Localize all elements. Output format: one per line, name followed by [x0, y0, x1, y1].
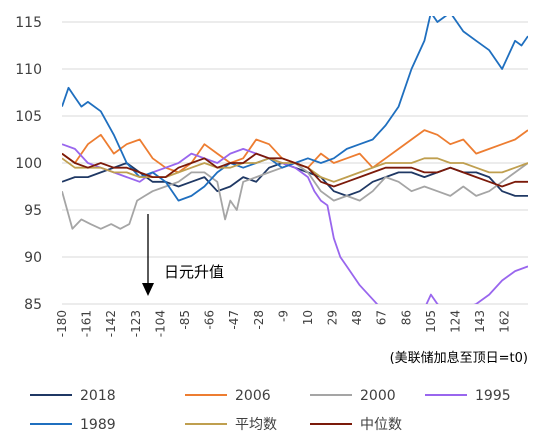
annotation-arrowhead: [142, 283, 154, 296]
legend-item: 2000: [310, 388, 396, 404]
legend-label: 1995: [475, 388, 511, 404]
x-axis-ticks: -180 -161 -142 -123 -104 -85 -66 -47 -28 -9 10 29 48…: [55, 310, 512, 337]
legend-item: 2018: [30, 388, 116, 404]
x-tick-label: 48: [350, 310, 364, 325]
legend-label: 2018: [80, 388, 116, 404]
y-tick-label: 90: [24, 250, 42, 266]
y-tick-label: 110: [15, 62, 42, 78]
legend-label: 1989: [80, 417, 116, 433]
legend-item: 1989: [30, 417, 116, 433]
grid-lines: [62, 21, 528, 305]
x-tick-label: 67: [375, 310, 389, 325]
y-tick-label: 85: [24, 297, 42, 313]
x-tick-label: 124: [449, 310, 463, 333]
x-tick-label: -66: [203, 310, 217, 330]
series-line-2000: [62, 162, 528, 230]
x-tick-label: 162: [498, 310, 512, 333]
legend-label: 2000: [360, 388, 396, 404]
x-tick-label: -142: [104, 310, 118, 337]
legend-label: 中位数: [360, 417, 402, 433]
y-tick-label: 115: [15, 15, 42, 31]
series-line-1989: [62, 16, 528, 202]
x-tick-label: -161: [80, 310, 94, 337]
x-tick-label: -123: [129, 310, 143, 337]
x-tick-label: 10: [301, 310, 315, 325]
series-line-中位数: [62, 152, 528, 188]
y-tick-label: 100: [15, 156, 42, 172]
legend-item: 平均数: [185, 417, 277, 433]
x-tick-label: 143: [473, 310, 487, 333]
annotation-label: 日元升值: [164, 263, 224, 281]
legend: 2018 2006 2000 1995 1989 平均数 中位数: [30, 388, 511, 433]
legend-item: 中位数: [310, 417, 402, 433]
legend-label: 平均数: [235, 417, 277, 433]
x-tick-label: -104: [153, 310, 167, 337]
annotation: 日元升值: [142, 214, 224, 296]
x-tick-label: 105: [424, 310, 438, 333]
legend-label: 2006: [235, 388, 271, 404]
x-tick-label: -85: [178, 310, 192, 330]
legend-item: 1995: [425, 388, 511, 404]
legend-item: 2006: [185, 388, 271, 404]
x-tick-label: -9: [276, 310, 290, 322]
y-tick-label: 105: [15, 109, 42, 125]
x-tick-label: -47: [227, 310, 241, 330]
x-tick-label: 29: [326, 310, 340, 325]
x-tick-label: 86: [399, 310, 413, 325]
y-axis-ticks: 85 90 95 100 105 110 115: [15, 15, 42, 313]
x-axis-title: (美联储加息至顶日=t0): [390, 350, 528, 366]
x-tick-label: -180: [55, 310, 69, 337]
series-lines: [62, 16, 528, 304]
x-tick-label: -28: [252, 310, 266, 330]
y-tick-label: 95: [24, 203, 42, 219]
